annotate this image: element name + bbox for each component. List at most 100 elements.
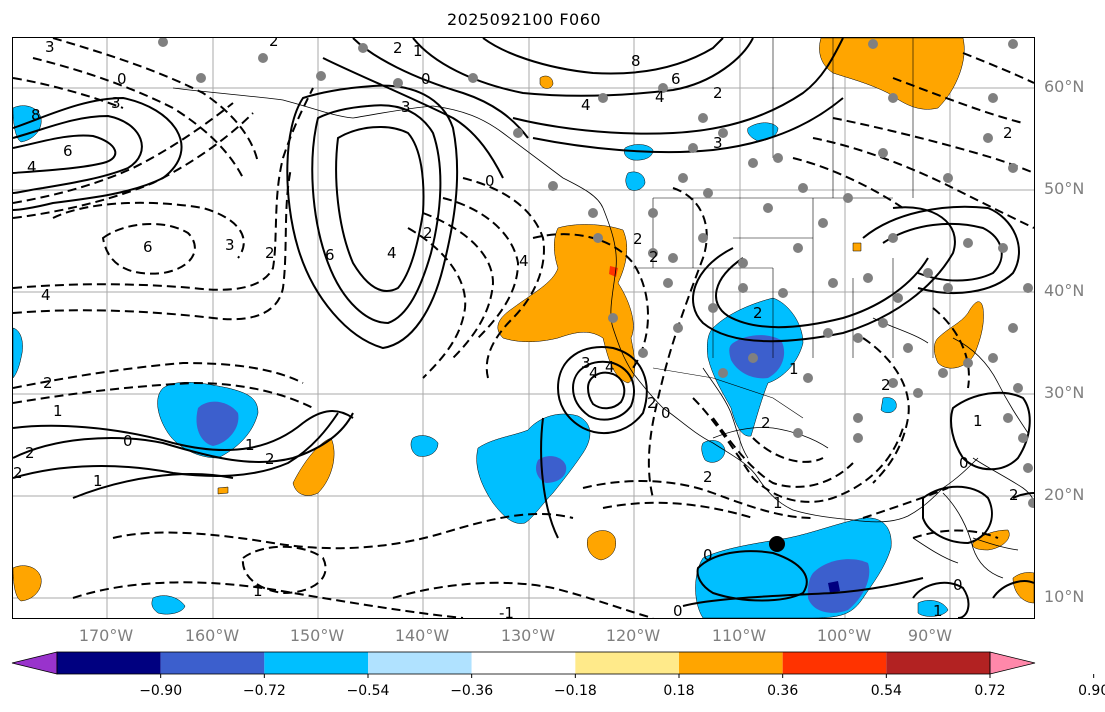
- colorbar-segment: [160, 652, 265, 674]
- colorbar-segment: [368, 652, 472, 674]
- political-borders: [633, 38, 934, 419]
- colorbar-frame: [56, 651, 991, 675]
- colorbar-tick-label: 0.72: [974, 683, 1006, 699]
- contour-label: 3: [713, 134, 723, 152]
- colorbar-tick-label: 0.54: [870, 683, 902, 699]
- latitude-label: 20°N: [1044, 485, 1085, 504]
- contour-label: 4: [581, 96, 591, 114]
- colorbar-segment: [471, 652, 576, 674]
- contour-label: 1: [973, 412, 983, 430]
- colorbar-segments: [11, 651, 1095, 678]
- solid-contours: [13, 38, 1034, 618]
- longitude-label: 110°W: [711, 626, 767, 645]
- contour-label: 6: [325, 246, 335, 264]
- contour-label: -1: [499, 604, 514, 618]
- contour-label: 4: [519, 252, 529, 270]
- contour-label: 2: [761, 414, 771, 432]
- colorbar-segment: [57, 652, 161, 674]
- longitude-label: 150°W: [289, 626, 345, 645]
- contour-label: 4: [655, 88, 665, 106]
- colorbar: [11, 651, 1095, 678]
- contour-label: 0: [959, 454, 969, 472]
- contour-label: 2: [703, 468, 713, 486]
- contour-label: 2: [269, 38, 279, 50]
- contour-label: 3: [401, 98, 411, 116]
- contour-label: 4: [589, 364, 599, 382]
- colorbar-segment: [575, 652, 679, 674]
- observation-stations: [158, 38, 1034, 508]
- contour-label: 3: [45, 38, 55, 56]
- longitude-label: 160°W: [184, 626, 240, 645]
- longitude-label: 130°W: [500, 626, 556, 645]
- longitude-label: 100°W: [816, 626, 872, 645]
- contour-label: 6: [63, 142, 73, 160]
- contour-label: 1: [933, 602, 943, 618]
- contour-label: 2: [649, 248, 659, 266]
- contour-label: 6: [671, 70, 681, 88]
- map-plot: 3 2 2 1 0 0 8 6 4 3 3 4 2 8 4 6 4 2 3 2 …: [13, 38, 1034, 618]
- colorbar-tick-label: 0.18: [663, 683, 695, 699]
- colorbar-tick-label: −0.72: [242, 683, 286, 699]
- contour-label: 4: [41, 286, 51, 304]
- colorbar-segment: [886, 652, 990, 674]
- contour-label: 2: [25, 444, 35, 462]
- contour-label: 8: [31, 106, 41, 124]
- contour-label: 2: [13, 464, 23, 482]
- contour-label: 4: [27, 158, 37, 176]
- colorbar-tick-label: −0.54: [346, 683, 390, 699]
- contour-label: 1: [93, 472, 103, 490]
- colorbar-segment: [782, 652, 887, 674]
- longitude-label: 90°W: [907, 626, 953, 645]
- contour-label: 2: [647, 394, 657, 412]
- colorbar-tick-label: −0.18: [553, 683, 597, 699]
- contour-label: 3: [581, 354, 591, 372]
- contour-label: 0: [661, 404, 671, 422]
- colorbar-tick-label: −0.36: [450, 683, 494, 699]
- longitude-label: 140°W: [394, 626, 450, 645]
- contour-label: 2: [265, 244, 275, 262]
- colorbar-segment: [264, 652, 368, 674]
- contour-label: 2: [265, 450, 275, 468]
- contour-label: 0: [485, 172, 495, 190]
- contour-label: 1: [789, 360, 799, 378]
- contour-label: 2: [423, 224, 433, 242]
- colorbar-tick-label: 0.36: [767, 683, 799, 699]
- contour-label: 2: [1003, 124, 1013, 142]
- colorbar-tick-label: −0.90: [139, 683, 183, 699]
- contour-label: 0: [123, 432, 133, 450]
- contour-label: 2: [393, 39, 403, 57]
- contour-label: 2: [633, 230, 643, 248]
- contour-label: 0: [953, 576, 963, 594]
- contour-label: 1: [53, 402, 63, 420]
- contour-label: 3: [111, 94, 121, 112]
- latitude-label: 60°N: [1044, 77, 1085, 96]
- colorbar-extend-low: [11, 651, 58, 675]
- contour-label: 2: [43, 374, 53, 392]
- latitude-label: 50°N: [1044, 179, 1085, 198]
- positive-shading: [13, 38, 1034, 604]
- contour-label-group: 3 2 2 1 0 0 8 6 4 3 3 4 2 8 4 6 4 2 3 2 …: [13, 38, 1019, 618]
- contour-label: 4: [605, 358, 615, 376]
- longitude-label: 170°W: [78, 626, 134, 645]
- contour-label: 2: [713, 84, 723, 102]
- contour-label: 1: [413, 42, 423, 60]
- dashed-contours: [13, 38, 1034, 618]
- contour-label: 6: [143, 238, 153, 256]
- contour-label: 8: [631, 52, 641, 70]
- contour-label: 2: [1009, 486, 1019, 504]
- storm-center-marker: [769, 536, 785, 552]
- contour-label: 1: [253, 582, 263, 600]
- contour-label: 0: [673, 602, 683, 618]
- colorbar-extend-high: [989, 651, 1036, 675]
- contour-label: 2: [753, 304, 763, 322]
- contour-label: 4: [387, 244, 397, 262]
- coastlines: [172, 87, 1034, 579]
- latitude-label: 30°N: [1044, 383, 1085, 402]
- contour-label: 2: [881, 376, 891, 394]
- contour-label: 1: [773, 494, 783, 512]
- longitude-label: 120°W: [605, 626, 661, 645]
- latitude-label: 10°N: [1044, 587, 1085, 606]
- colorbar-tick-label: 0.90: [1078, 683, 1105, 699]
- latitude-label: 40°N: [1044, 281, 1085, 300]
- map-area: 3 2 2 1 0 0 8 6 4 3 3 4 2 8 4 6 4 2 3 2 …: [12, 37, 1035, 619]
